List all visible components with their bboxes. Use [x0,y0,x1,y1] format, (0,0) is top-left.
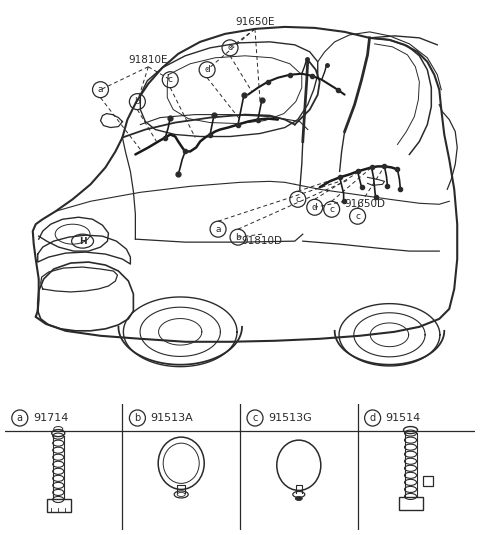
Text: H: H [79,236,86,246]
Text: c: c [295,195,300,204]
Text: c: c [252,413,258,423]
Text: 91650D: 91650D [345,199,385,209]
Ellipse shape [295,496,302,500]
Text: d: d [204,65,210,74]
Text: d: d [370,413,376,423]
Text: 91513G: 91513G [268,413,312,423]
Text: 91513A: 91513A [150,413,193,423]
Text: c: c [228,43,232,52]
Text: b: b [134,97,140,106]
Text: c: c [355,212,360,221]
Text: c: c [329,205,334,214]
Text: d: d [312,203,318,212]
Text: 91714: 91714 [33,413,68,423]
Text: 91650E: 91650E [235,17,275,27]
Text: b: b [235,233,241,242]
Text: 91810E: 91810E [129,55,168,65]
Text: 91514: 91514 [385,413,421,423]
Text: a: a [17,413,23,423]
Text: a: a [98,85,103,94]
Text: c: c [168,75,173,84]
Text: b: b [134,413,141,423]
Text: a: a [216,225,221,234]
Text: 91810D: 91810D [241,236,282,246]
